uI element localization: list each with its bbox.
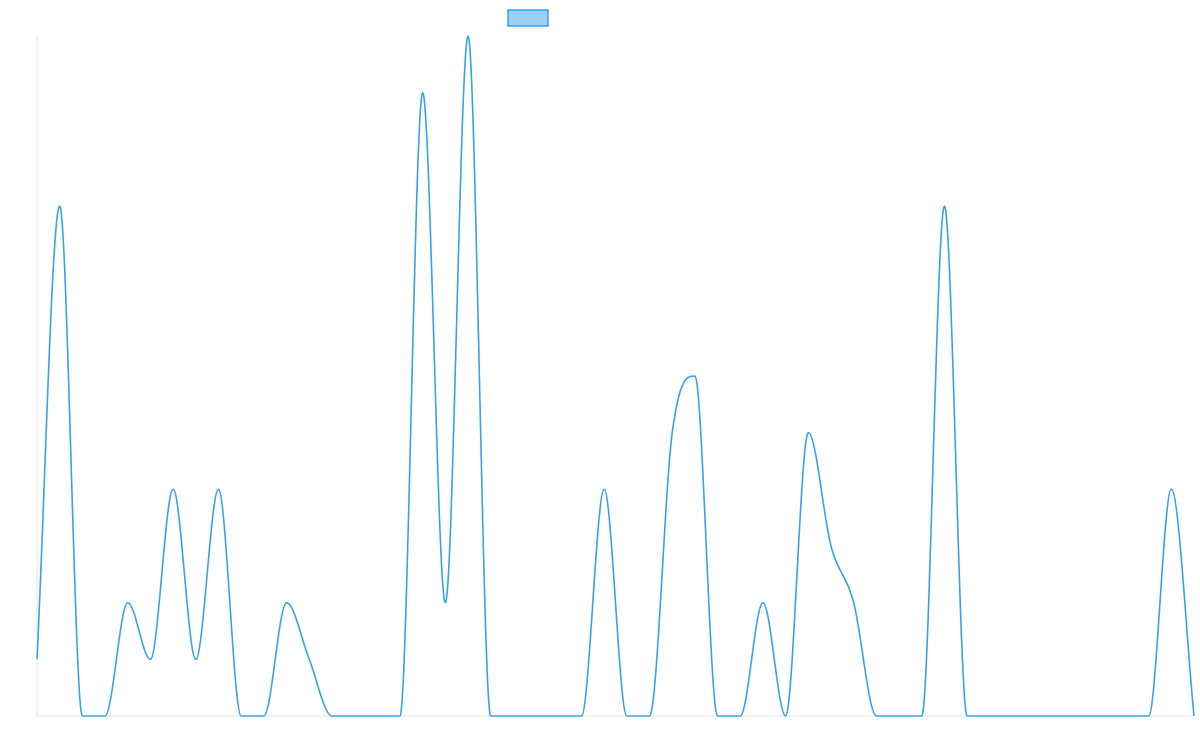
data-point-41[interactable] — [964, 713, 970, 719]
data-point-9[interactable] — [238, 713, 244, 719]
data-point-5[interactable] — [147, 656, 153, 662]
data-point-29[interactable] — [692, 373, 698, 379]
data-point-49[interactable] — [1146, 713, 1152, 719]
data-point-47[interactable] — [1100, 713, 1106, 719]
data-point-25[interactable] — [601, 486, 607, 492]
data-point-20[interactable] — [488, 713, 494, 719]
data-point-36[interactable] — [851, 600, 857, 606]
data-point-46[interactable] — [1078, 713, 1084, 719]
data-point-2[interactable] — [79, 713, 85, 719]
legend[interactable] — [507, 9, 549, 27]
data-point-43[interactable] — [1010, 713, 1016, 719]
data-point-14[interactable] — [352, 713, 358, 719]
data-point-45[interactable] — [1055, 713, 1061, 719]
series-line — [36, 35, 1195, 717]
data-point-33[interactable] — [783, 713, 789, 719]
data-point-13[interactable] — [329, 713, 335, 719]
data-point-27[interactable] — [647, 713, 653, 719]
data-point-39[interactable] — [919, 713, 925, 719]
data-point-44[interactable] — [1032, 713, 1038, 719]
data-point-37[interactable] — [873, 713, 879, 719]
data-point-38[interactable] — [896, 713, 902, 719]
data-point-3[interactable] — [102, 713, 108, 719]
data-point-7[interactable] — [193, 656, 199, 662]
data-point-6[interactable] — [170, 486, 176, 492]
data-point-24[interactable] — [578, 713, 584, 719]
data-point-0[interactable] — [34, 656, 40, 662]
data-point-28[interactable] — [669, 430, 675, 436]
data-point-26[interactable] — [624, 713, 630, 719]
data-point-23[interactable] — [556, 713, 562, 719]
legend-swatch[interactable] — [507, 9, 549, 27]
data-point-1[interactable] — [57, 203, 63, 209]
data-point-11[interactable] — [284, 600, 290, 606]
data-point-22[interactable] — [533, 713, 539, 719]
data-point-17[interactable] — [420, 90, 426, 96]
data-points — [34, 33, 1197, 719]
data-point-34[interactable] — [805, 430, 811, 436]
data-point-8[interactable] — [215, 486, 221, 492]
data-point-16[interactable] — [397, 713, 403, 719]
data-point-18[interactable] — [442, 600, 448, 606]
data-point-50[interactable] — [1168, 486, 1174, 492]
data-point-15[interactable] — [374, 713, 380, 719]
data-point-10[interactable] — [261, 713, 267, 719]
data-point-31[interactable] — [737, 713, 743, 719]
data-point-4[interactable] — [125, 600, 131, 606]
data-point-35[interactable] — [828, 543, 834, 549]
data-point-12[interactable] — [306, 656, 312, 662]
data-point-40[interactable] — [941, 203, 947, 209]
data-point-51[interactable] — [1191, 713, 1197, 719]
data-point-32[interactable] — [760, 600, 766, 606]
data-point-48[interactable] — [1123, 713, 1129, 719]
data-point-21[interactable] — [510, 713, 516, 719]
data-point-19[interactable] — [465, 33, 471, 39]
data-point-30[interactable] — [715, 713, 721, 719]
data-point-42[interactable] — [987, 713, 993, 719]
